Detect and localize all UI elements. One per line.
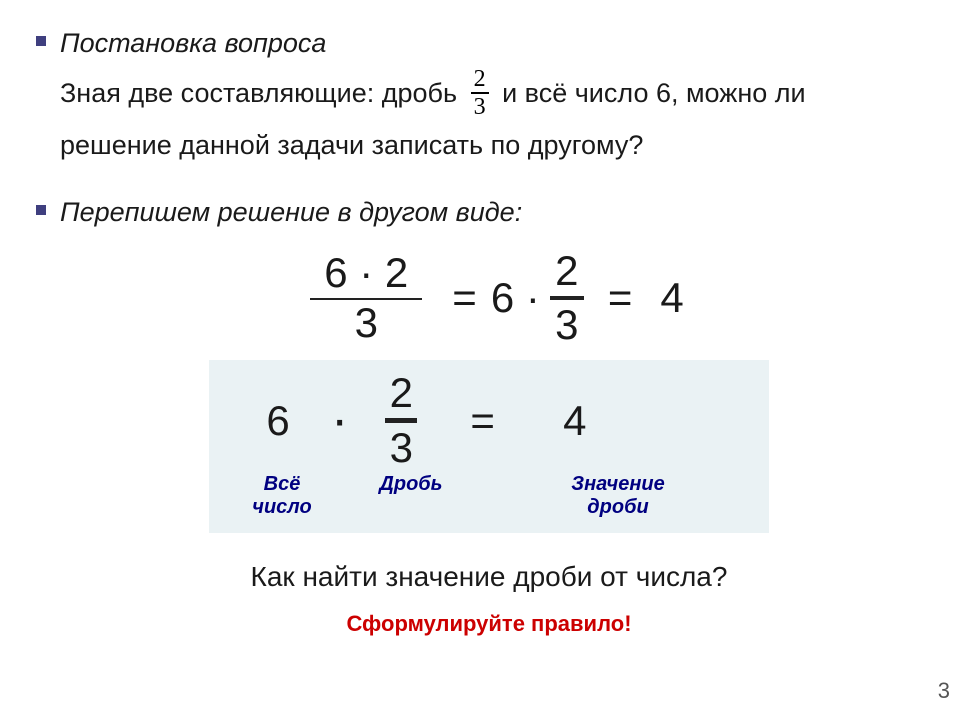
fraction-bar-icon xyxy=(550,296,584,300)
eq1-frac-top: 6 · 2 xyxy=(310,252,422,298)
eq1-equals-2: = xyxy=(608,274,633,322)
eq1-frac-bot: 3 xyxy=(355,300,378,344)
eq2-equals: = xyxy=(470,397,495,445)
bullet-1-text: Постановка вопроса xyxy=(60,24,326,63)
eq1-middle-whole: 6 · xyxy=(491,274,540,322)
eq2-frac-den: 3 xyxy=(390,427,413,469)
eq1-equals-1: = xyxy=(452,274,477,322)
eq2-result: 4 xyxy=(521,397,629,445)
eq1-smfrac-den: 3 xyxy=(555,304,578,346)
slide-root: Постановка вопроса Зная две составляющие… xyxy=(0,0,960,720)
equation-2: 6 · 2 3 = 4 xyxy=(235,372,743,469)
eq2-fraction: 2 3 xyxy=(385,372,417,469)
square-bullet-icon xyxy=(36,205,46,215)
caption-value: Значение дроби xyxy=(543,473,693,519)
bullet-2-row: Перепишем решение в другом виде: xyxy=(36,193,942,232)
question-text: Как найти значение дроби от числа? xyxy=(36,561,942,593)
fraction-bar-icon xyxy=(385,418,417,423)
page-number: 3 xyxy=(938,678,950,704)
eq1-result: 4 xyxy=(660,274,683,322)
eq1-small-fraction: 2 3 xyxy=(550,250,584,346)
eq2-dot: · xyxy=(331,405,348,436)
caption-whole: Всё число xyxy=(235,473,329,519)
eq1-big-fraction: 6 · 2 3 xyxy=(310,252,422,344)
body-line-2: решение данной задачи записать по другом… xyxy=(60,121,942,171)
equation-1: 6 · 2 3 = 6 · 2 3 = 4 xyxy=(36,250,942,346)
body-line-1: Зная две составляющие: дробь 2 3 и всё ч… xyxy=(60,69,942,121)
square-bullet-icon xyxy=(36,36,46,46)
caption-fraction: Дробь xyxy=(363,473,459,519)
rule-text: Сформулируйте правило! xyxy=(36,611,942,637)
body-line-1b: и всё число 6, можно ли xyxy=(502,78,806,108)
inline-fraction-den: 3 xyxy=(474,95,486,119)
eq2-frac-num: 2 xyxy=(390,372,413,414)
eq2-fraction-slot: 2 3 xyxy=(358,372,444,469)
bullet-1-row: Постановка вопроса xyxy=(36,24,942,63)
equation-2-box: 6 · 2 3 = 4 Всё число Дробь Значение дро… xyxy=(209,360,769,533)
body-line-1a: Зная две составляющие: дробь xyxy=(60,78,457,108)
eq2-whole: 6 xyxy=(235,397,321,445)
bullet-2-text: Перепишем решение в другом виде: xyxy=(60,193,522,232)
eq1-smfrac-num: 2 xyxy=(555,250,578,292)
inline-fraction-num: 2 xyxy=(474,67,486,91)
equation-2-captions: Всё число Дробь Значение дроби xyxy=(235,473,743,519)
inline-fraction: 2 3 xyxy=(471,67,489,119)
